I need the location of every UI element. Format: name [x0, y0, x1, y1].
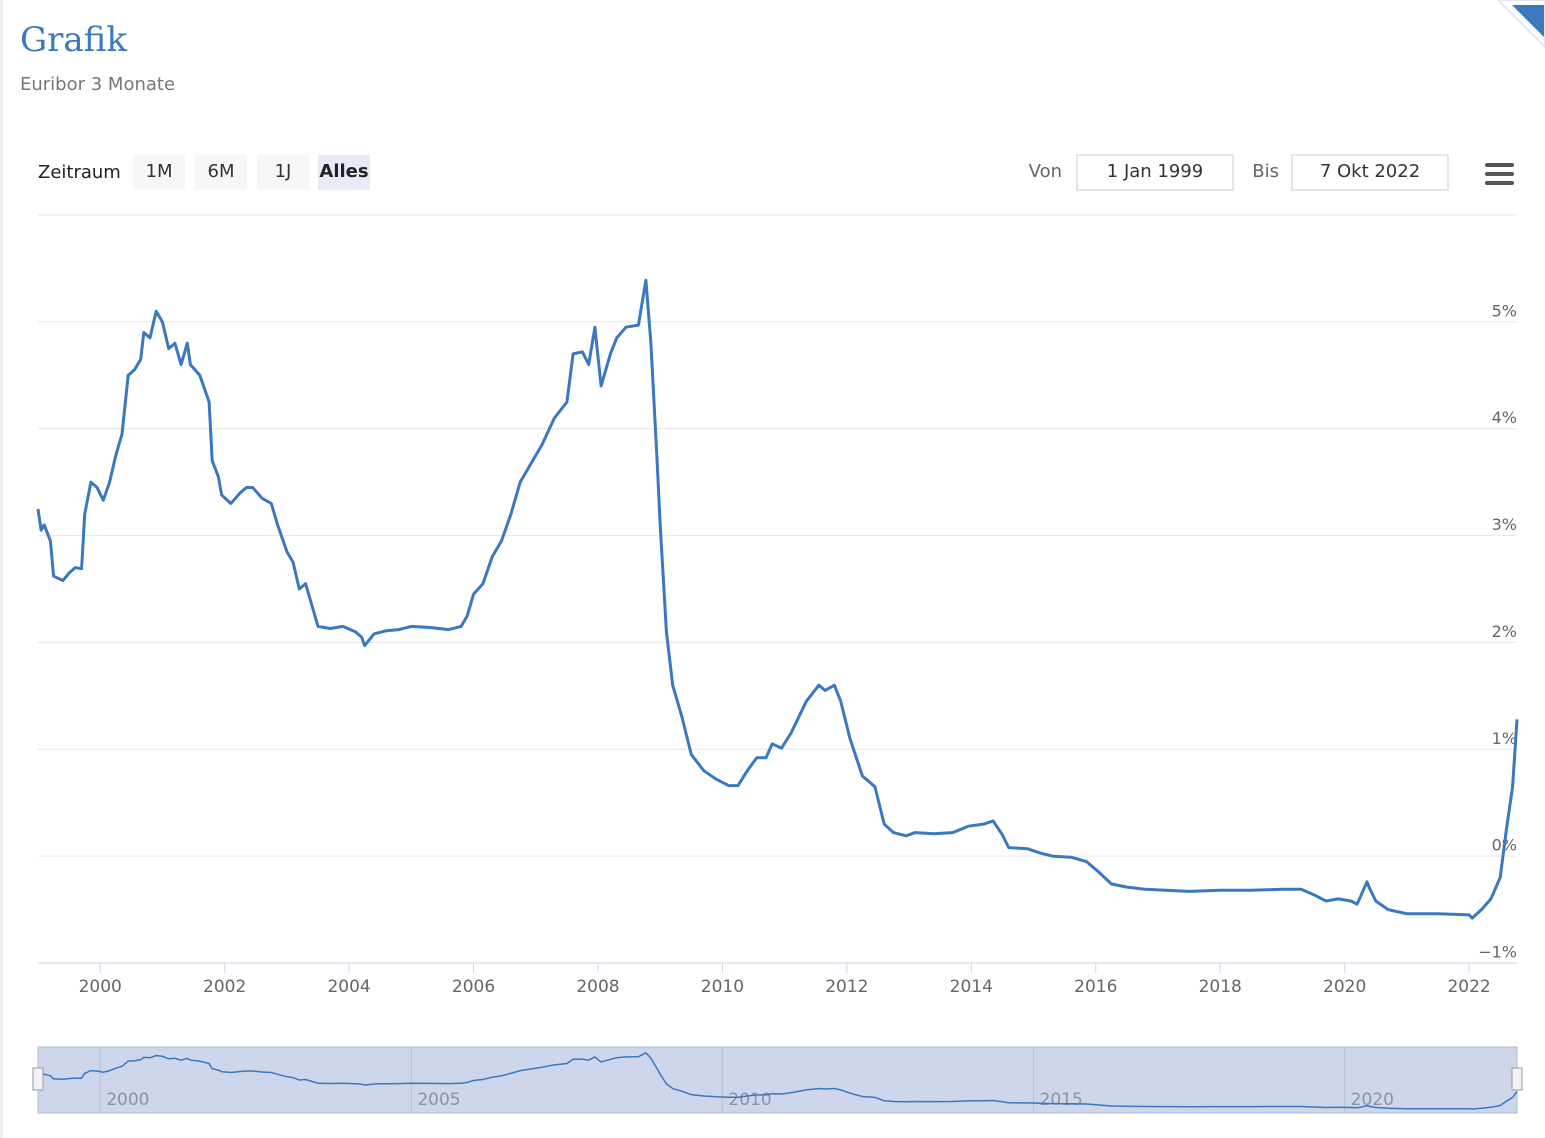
- x-tick-label: 2004: [327, 977, 370, 997]
- menu-bar[interactable]: [1485, 163, 1514, 167]
- navigator-handle[interactable]: [1511, 1067, 1523, 1091]
- y-tick-label: 4%: [1492, 408, 1517, 427]
- range-button-label[interactable]: 1J: [275, 161, 292, 182]
- range-button-label[interactable]: 1M: [146, 161, 173, 182]
- x-tick-label: 2010: [701, 977, 744, 997]
- navigator-window: [37, 1046, 1518, 1114]
- y-tick-label: 5%: [1492, 301, 1517, 320]
- line: [36, 278, 1519, 920]
- x-tick-label: 2018: [1199, 977, 1242, 997]
- page-title: Grafik: [20, 20, 127, 60]
- x-tick-label: 2016: [1074, 977, 1117, 997]
- to-value[interactable]: 7 Okt 2022: [1320, 161, 1420, 182]
- x-tick-label: 2000: [79, 977, 122, 997]
- corner-flag-edge: [1496, 0, 1545, 49]
- y-tick-label: 3%: [1492, 515, 1517, 534]
- navigator-tick-label: 2000: [106, 1090, 149, 1110]
- navigator-handle[interactable]: [32, 1067, 44, 1091]
- range-button[interactable]: [318, 155, 370, 190]
- navigator-line: [37, 1051, 1518, 1110]
- x-tick-label: 2020: [1323, 977, 1366, 997]
- navigator-tick-label: 2005: [417, 1090, 460, 1110]
- x-tick-label: 2014: [950, 977, 993, 997]
- x-tick-label: 2022: [1447, 977, 1490, 997]
- from-label: Von: [1029, 161, 1062, 182]
- y-tick-label: −1%: [1478, 943, 1517, 962]
- x-tick-label: 2006: [452, 977, 495, 997]
- navigator-tick-label: 2020: [1351, 1090, 1394, 1110]
- menu-button[interactable]: [1485, 163, 1514, 185]
- to-label: Bis: [1252, 161, 1279, 182]
- x-tick-label: 2002: [203, 977, 246, 997]
- range-label: Zeitraum: [38, 162, 121, 183]
- y-tick-label: 1%: [1492, 729, 1517, 748]
- range-button[interactable]: [257, 155, 309, 190]
- navigator-tick-label: 2015: [1040, 1090, 1083, 1110]
- y-tick-label: 2%: [1492, 622, 1517, 641]
- menu-bar[interactable]: [1485, 172, 1514, 176]
- menu-bar[interactable]: [1485, 181, 1514, 185]
- from-input[interactable]: [1076, 154, 1234, 191]
- x-tick-label: 2012: [825, 977, 868, 997]
- page-subtitle: Euribor 3 Monate: [20, 74, 175, 95]
- from-value[interactable]: 1 Jan 1999: [1107, 161, 1203, 182]
- corner-flag: [1512, 5, 1545, 38]
- range-button-label[interactable]: 6M: [208, 161, 235, 182]
- range-button[interactable]: [133, 155, 185, 190]
- range-button-label[interactable]: Alles: [319, 161, 368, 182]
- x-tick-label: 2008: [576, 977, 619, 997]
- to-input[interactable]: [1291, 154, 1449, 191]
- navigator-tick-label: 2010: [728, 1090, 771, 1110]
- range-button[interactable]: [195, 155, 247, 190]
